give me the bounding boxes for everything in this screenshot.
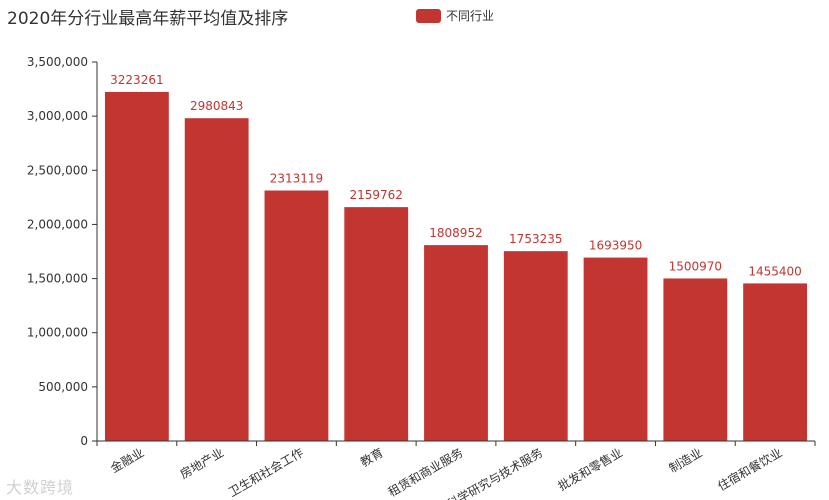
y-tick-label: 3,500,000	[27, 55, 88, 69]
x-tick-label: 房地产业	[177, 445, 226, 482]
data-label: 2980843	[190, 99, 243, 113]
bar	[583, 257, 648, 441]
bar	[344, 207, 409, 441]
data-label: 1753235	[509, 232, 562, 246]
y-tick-label: 3,000,000	[27, 109, 88, 123]
bar	[743, 283, 808, 441]
bar	[104, 91, 169, 441]
bars	[104, 91, 808, 441]
y-tick-label: 0	[80, 434, 88, 448]
chart-title: 2020年分行业最高年薪平均值及排序	[7, 9, 289, 29]
data-label: 1693950	[589, 239, 642, 253]
data-label: 3223261	[110, 73, 163, 87]
watermark: 大数跨境	[6, 478, 75, 497]
data-labels: 3223261 2980843 2313119 2159762 1808952 17532…	[110, 73, 802, 278]
y-axis: 0 500,000 1,000,000 1,500,000 2,000,000 2,500…	[27, 55, 98, 448]
bar	[503, 251, 568, 441]
y-tick-label: 500,000	[38, 380, 88, 394]
x-tick-label: 制造业	[667, 445, 705, 475]
data-label: 1500970	[669, 259, 722, 273]
y-tick-label: 1,000,000	[27, 326, 88, 340]
data-label: 2313119	[270, 172, 323, 186]
y-tick-label: 2,500,000	[27, 163, 88, 177]
legend[interactable]: 不同行业	[416, 7, 494, 24]
x-tick-label: 批发和零售业	[555, 445, 625, 494]
legend-label: 不同行业	[446, 9, 495, 23]
x-tick-label: 教育	[357, 445, 385, 470]
data-label: 1808952	[429, 226, 482, 240]
bar	[264, 190, 329, 441]
y-tick-label: 1,500,000	[27, 272, 88, 286]
bar	[663, 278, 728, 441]
legend-swatch	[416, 8, 441, 23]
data-label: 2159762	[349, 188, 402, 202]
x-tick-label: 住宿和餐饮业	[715, 445, 785, 494]
bar	[424, 245, 488, 441]
data-label: 1455400	[748, 264, 801, 278]
x-tick-label: 卫生和社会工作	[226, 445, 306, 500]
bar	[184, 118, 249, 441]
y-tick-label: 2,000,000	[27, 217, 88, 231]
x-tick-label: 金融业	[108, 445, 147, 476]
x-tick-label: 租赁和商业服务	[385, 445, 465, 500]
